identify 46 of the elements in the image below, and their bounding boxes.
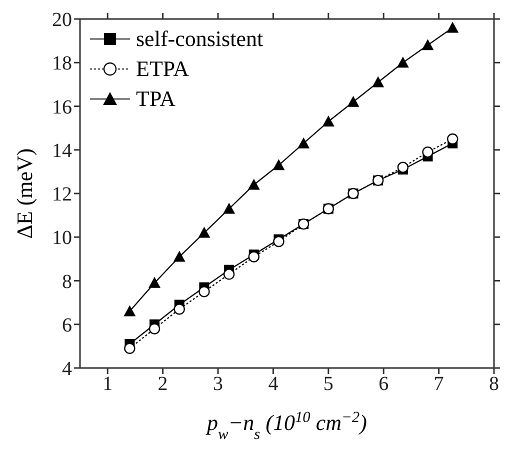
y-tick-label: 18 xyxy=(52,52,72,75)
point xyxy=(198,226,210,238)
y-tick-label: 16 xyxy=(52,96,72,118)
point xyxy=(397,162,409,173)
y-tick-label: 14 xyxy=(52,140,72,162)
y-tick-label: 10 xyxy=(52,227,72,250)
x-tick-label: 4 xyxy=(268,373,278,396)
point xyxy=(223,268,235,280)
legend-label: self-consistent xyxy=(136,26,264,52)
y-tick-label: 20 xyxy=(52,9,72,32)
y-tick-label: 6 xyxy=(62,314,72,336)
text: p$_{w}$−n$_{s}$ (10$^{10}$ cm$^{−2}$) xyxy=(207,408,367,442)
point xyxy=(272,159,285,170)
point xyxy=(148,323,160,334)
point xyxy=(173,250,186,262)
y-tick-label: 8 xyxy=(62,270,72,293)
x-tick-label: 6 xyxy=(378,373,389,396)
y-tick-label: 4 xyxy=(62,358,72,380)
point xyxy=(124,305,136,316)
point xyxy=(447,133,458,145)
point xyxy=(422,39,434,50)
x-tick-label: 3 xyxy=(213,373,223,396)
point xyxy=(347,96,360,107)
point xyxy=(322,116,334,127)
y-axis-title: ΔE (meV) xyxy=(12,148,37,239)
point xyxy=(372,76,384,88)
x-tick-label: 7 xyxy=(434,373,444,396)
point xyxy=(273,236,284,248)
y-tick-label: 12 xyxy=(52,184,72,206)
point xyxy=(248,251,260,262)
point xyxy=(422,146,434,158)
point xyxy=(124,342,136,354)
point xyxy=(174,304,185,315)
point xyxy=(298,137,310,148)
legend-label: TPA xyxy=(136,86,176,112)
point xyxy=(148,276,161,288)
legend-label: ETPA xyxy=(136,56,189,82)
x-tick-label: 8 xyxy=(489,373,499,396)
x-tick-label: 2 xyxy=(158,373,168,396)
point xyxy=(248,178,260,190)
x-tick-label: 1 xyxy=(102,373,113,396)
point xyxy=(446,22,459,33)
x-tick-label: 5 xyxy=(323,373,334,396)
point xyxy=(223,202,236,214)
point xyxy=(396,56,409,68)
point xyxy=(198,286,210,298)
